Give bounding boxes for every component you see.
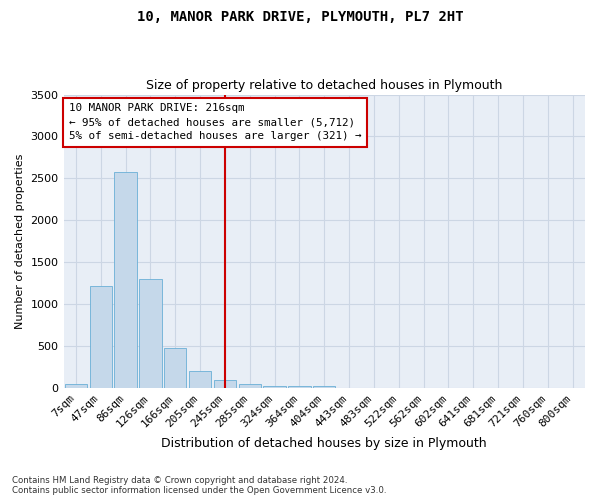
Bar [65,384,87,388]
Text: 10 MANOR PARK DRIVE: 216sqm
← 95% of detached houses are smaller (5,712)
5% of s: 10 MANOR PARK DRIVE: 216sqm ← 95% of det… [69,104,361,142]
Bar [239,384,261,388]
Bar [214,380,236,388]
Bar [164,348,187,388]
Bar [139,279,161,388]
Text: Contains HM Land Registry data © Crown copyright and database right 2024.
Contai: Contains HM Land Registry data © Crown c… [12,476,386,495]
Bar [89,286,112,388]
Y-axis label: Number of detached properties: Number of detached properties [15,154,25,329]
Bar [115,172,137,388]
Bar [263,386,286,388]
X-axis label: Distribution of detached houses by size in Plymouth: Distribution of detached houses by size … [161,437,487,450]
Title: Size of property relative to detached houses in Plymouth: Size of property relative to detached ho… [146,79,502,92]
Text: 10, MANOR PARK DRIVE, PLYMOUTH, PL7 2HT: 10, MANOR PARK DRIVE, PLYMOUTH, PL7 2HT [137,10,463,24]
Bar [313,386,335,388]
Bar [189,372,211,388]
Bar [288,386,311,388]
